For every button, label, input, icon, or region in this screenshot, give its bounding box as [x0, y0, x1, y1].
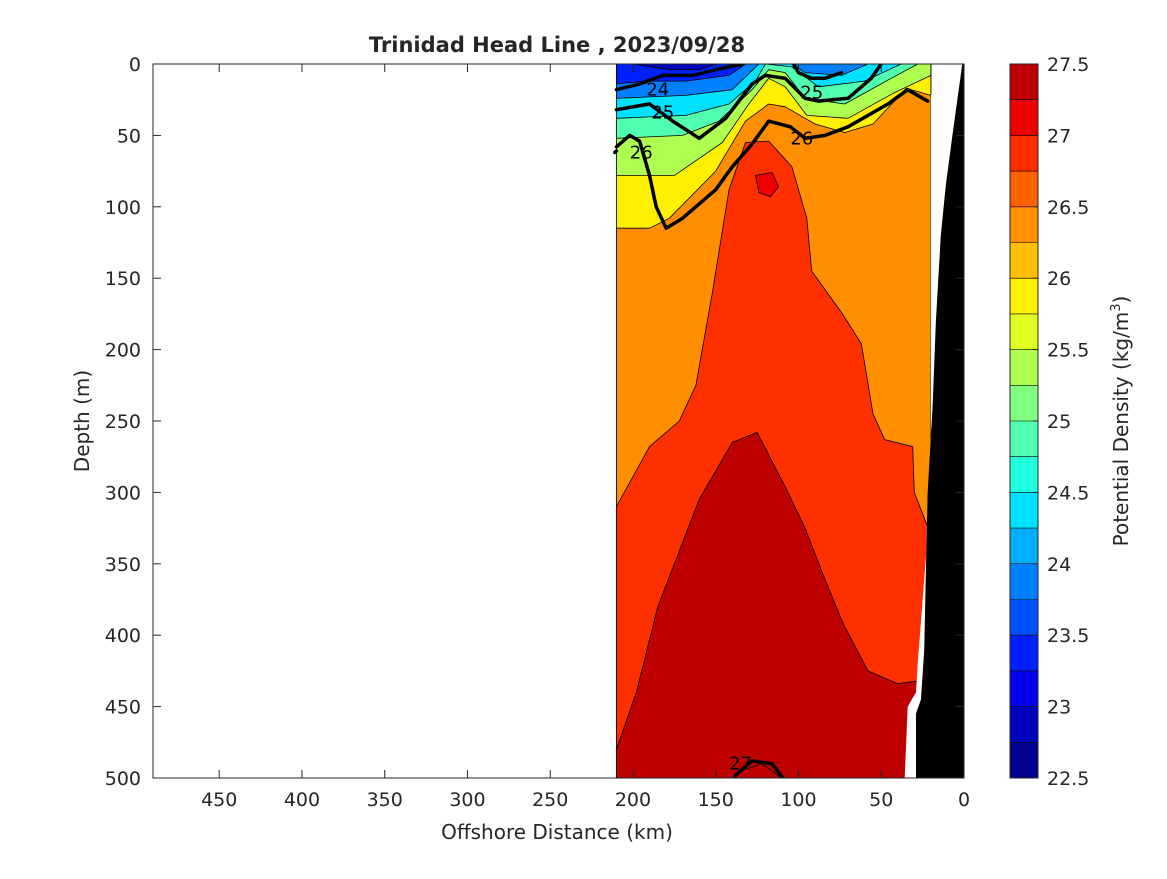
colorbar-label-suffix: ) [1109, 296, 1133, 304]
colorbar-segment [1010, 99, 1038, 136]
colorbar-segment [1010, 670, 1038, 708]
colorbar-segment [1010, 421, 1038, 458]
seafloor-bathymetry [916, 64, 964, 778]
contour-fill-region [632, 64, 717, 71]
axes: 450 400 350 300 250 200 150 100 50 00501001502002… [105, 54, 970, 811]
y-tick-label: 300 [105, 482, 141, 504]
colorbar-segment [1010, 528, 1038, 565]
colorbar-segment [1010, 456, 1038, 493]
colorbar-label-main: Potential Density (kg/m [1109, 312, 1133, 547]
y-tick-label: 200 [105, 340, 141, 362]
colorbar-segment [1010, 563, 1038, 600]
y-axis-label: Depth (m) [70, 370, 94, 472]
colorbar-tick-label: 25 [1047, 411, 1071, 433]
x-tick-label: 300 [449, 789, 485, 811]
colorbar-segment [1010, 492, 1038, 529]
x-tick-label: 50 [869, 789, 893, 811]
contour-label: 26 [790, 128, 813, 149]
contour-label: 26 [630, 143, 653, 164]
contour-fill-region [755, 172, 779, 198]
colorbar-tick-label: 23.5 [1047, 625, 1089, 647]
y-tick-label: 500 [105, 768, 141, 790]
y-tick-label: 50 [117, 125, 141, 147]
colorbar-segment [1010, 385, 1038, 422]
colorbar-label: Potential Density (kg/m3) [1109, 296, 1133, 547]
contour-line-24 [614, 64, 744, 92]
contour-line-26 [613, 149, 619, 155]
contour-label: 25 [800, 83, 823, 104]
y-tick-label: 0 [129, 54, 141, 76]
contour-line-26 [614, 87, 930, 230]
y-tick-label: 450 [105, 697, 141, 719]
x-tick-label: 150 [698, 789, 734, 811]
colorbar-segment [1010, 742, 1038, 779]
contour-label: 25 [651, 103, 674, 124]
y-tick-label: 350 [105, 554, 141, 576]
colorbar-tick-label: 23 [1047, 697, 1071, 719]
contour-line-25 [614, 64, 883, 141]
y-tick-label: 100 [105, 197, 141, 219]
x-tick-label: 350 [367, 789, 403, 811]
colorbar-segment [1010, 349, 1038, 386]
colorbar-tick-label: 26 [1047, 268, 1071, 290]
chart-title: Trinidad Head Line , 2023/09/28 [369, 33, 745, 57]
colorbar-segment [1010, 206, 1038, 243]
x-tick-label: 0 [958, 789, 970, 811]
y-tick-label: 400 [105, 625, 141, 647]
y-tick-label: 250 [105, 411, 141, 433]
nearshore-blank [904, 64, 963, 778]
colorbar-segment [1010, 64, 1038, 101]
colorbar-segment [1010, 313, 1038, 351]
colorbar-segment [1010, 599, 1038, 636]
contour-label: 27 [729, 754, 752, 775]
colorbar-tick-label: 27.5 [1047, 54, 1089, 76]
colorbar-tick-label: 25.5 [1047, 340, 1089, 362]
x-tick-label: 400 [284, 789, 320, 811]
x-tick-label: 200 [615, 789, 651, 811]
contour-fill-region [616, 431, 923, 778]
x-tick-label: 450 [201, 789, 237, 811]
x-axis-label: Offshore Distance (km) [441, 820, 673, 844]
colorbar-tick-label: 24 [1047, 554, 1071, 576]
colorbar-tick-label: 27 [1047, 125, 1071, 147]
colorbar-segment [1010, 242, 1038, 279]
colorbar-tick-label: 24.5 [1047, 482, 1089, 504]
x-tick-label: 250 [532, 789, 568, 811]
colorbar-segment [1010, 135, 1038, 172]
colorbar-segment [1010, 635, 1038, 672]
contour-line-24 [791, 64, 844, 81]
colorbar: 22.5 23 23.5 24 24.5 25 25.5 26 26.5 27 27.5 [1009, 54, 1089, 790]
colorbar-tick-label: 26.5 [1047, 197, 1089, 219]
x-tick-label: 100 [780, 789, 816, 811]
colorbar-tick-label: 22.5 [1047, 768, 1089, 790]
contour-label: 24 [646, 80, 669, 101]
colorbar-label-sup: 3 [1109, 303, 1124, 311]
colorbar-segment [1010, 278, 1038, 315]
y-tick-label: 150 [105, 268, 141, 290]
colorbar-segment [1010, 171, 1038, 208]
colorbar-segment [1010, 706, 1038, 743]
